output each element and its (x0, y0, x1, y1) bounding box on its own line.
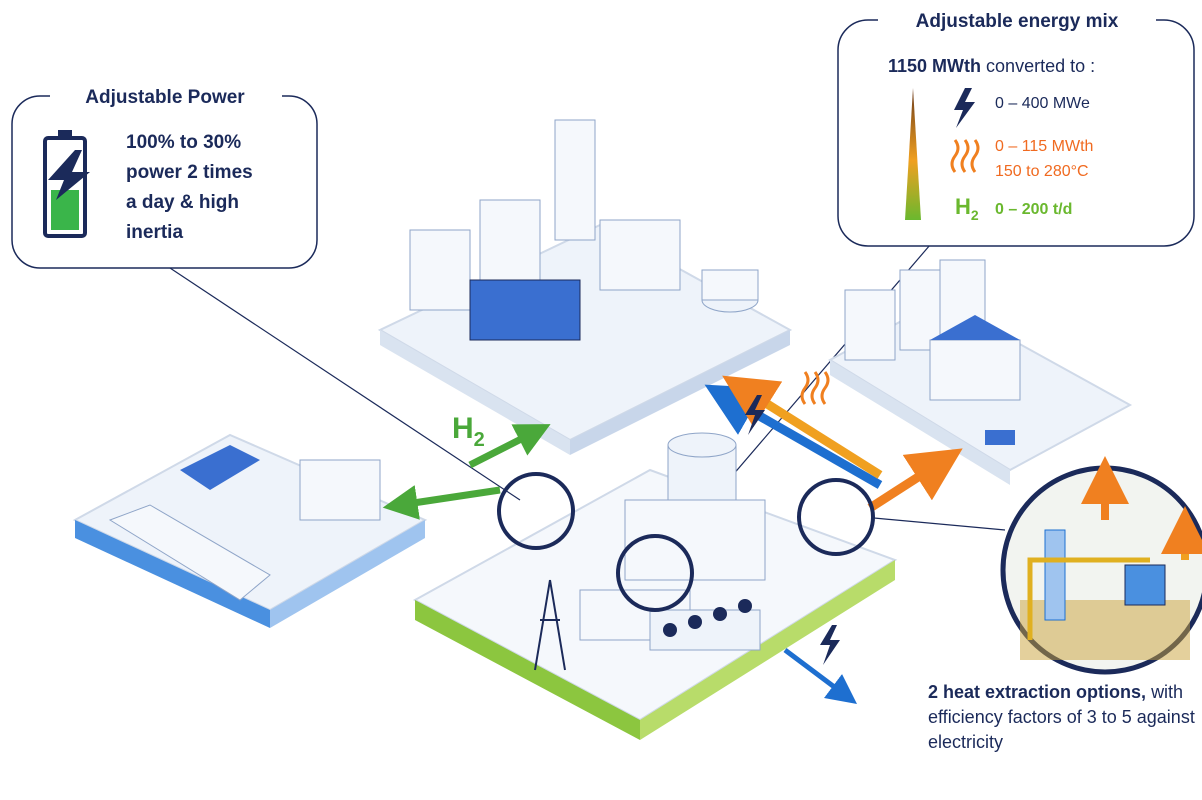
h2-symbol: H (452, 412, 474, 445)
arrow-label: H2 (452, 412, 485, 451)
mix-input: 1150 MWth converted to : (888, 56, 1095, 76)
caption-bold: 2 heat extraction options, (928, 682, 1146, 702)
caption-box: 2 heat extraction options, with efficien… (928, 680, 1198, 798)
hydrogen-range: 0 – 200 t/d (995, 201, 1072, 218)
h2-subscript: 2 (474, 429, 485, 451)
box-title: Adjustable energy mix (916, 11, 1119, 32)
heat-power: 0 – 115 MWth (995, 138, 1093, 155)
connector (874, 518, 1005, 530)
infographic: H2 Adjustable Power 100% to 30% power 2 … (0, 0, 1202, 800)
power-line: power 2 times (126, 162, 253, 183)
port-site (75, 435, 425, 628)
power-line: inertia (126, 222, 183, 243)
industrial-site (380, 120, 790, 455)
power-line: 100% to 30% (126, 132, 241, 153)
caption: 2 heat extraction options, with efficien… (928, 680, 1198, 755)
power-line: a day & high (126, 192, 239, 213)
battery-icon (45, 130, 90, 236)
town-site (830, 260, 1130, 485)
box-title: Adjustable Power (85, 87, 245, 108)
zoom-detail (1003, 468, 1202, 672)
input-value: 1150 MWth (888, 56, 981, 76)
electricity-range: 0 – 400 MWe (995, 95, 1090, 112)
input-text: converted to : (986, 56, 1095, 76)
heat-temperature: 150 to 280°C (995, 163, 1089, 180)
h-subscript: 2 (971, 207, 979, 223)
nuclear-site (415, 433, 895, 740)
h-symbol: H (955, 194, 971, 219)
